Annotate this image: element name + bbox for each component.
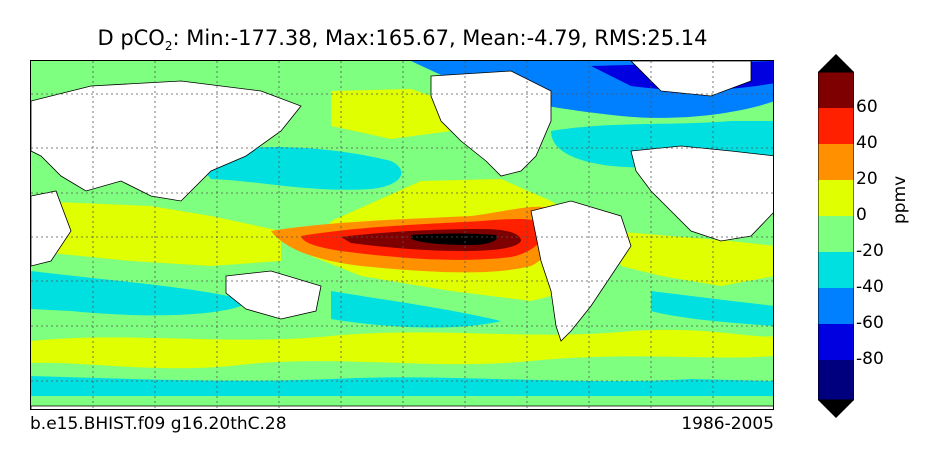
north-america-land: [430, 70, 552, 177]
colorbar-tick-20: 20: [856, 169, 878, 189]
colorbar-outline: [818, 71, 854, 401]
greenland-land: [630, 61, 752, 97]
colorbar-tick-40: 40: [856, 133, 878, 153]
colorbar-extend-high: [818, 54, 854, 72]
contour-band-southern-ocean: [31, 329, 773, 369]
eurasia-land: [31, 80, 302, 202]
colorbar-unit-label: ppmv: [890, 175, 910, 224]
contour-band-south-indian: [31, 271, 251, 316]
colorbar-tick-minus40: -40: [856, 277, 884, 297]
colorbar-tick-0: 0: [856, 205, 867, 225]
africa-east-land: [31, 190, 72, 267]
colorbar: [818, 54, 854, 418]
period-label: 1986-2005: [681, 414, 774, 434]
colorbar-swatch-1: [818, 72, 854, 108]
colorbar-swatch-5: [818, 216, 854, 252]
contour-band-equatorial-max: [411, 233, 498, 245]
contour-band-kuroshio: [191, 146, 402, 190]
colorbar-swatch-2: [818, 108, 854, 144]
world-map: [31, 61, 773, 409]
antarctica-land: [31, 405, 773, 409]
colorbar-tick-minus20: -20: [856, 241, 884, 261]
colorbar-swatch-8: [818, 324, 854, 360]
colorbar-swatch-7: [818, 288, 854, 324]
africa-europe-land: [630, 145, 773, 242]
colorbar-swatch-4: [818, 180, 854, 216]
map-title: D pCO2: Min:-177.38, Max:165.67, Mean:-4…: [97, 26, 708, 54]
run-name-label: b.e15.BHIST.f09 g16.20thC.28: [30, 414, 287, 434]
south-america-land: [530, 200, 632, 342]
colorbar-tick-minus60: -60: [856, 313, 884, 333]
colorbar-tick-60: 60: [856, 97, 878, 117]
contour-band-north-pacific: [331, 89, 461, 139]
graticule: [31, 61, 773, 409]
contour-band-south-atlantic: [651, 291, 773, 326]
contour-band-tropical-atlantic: [611, 231, 773, 286]
australia-land: [225, 270, 322, 320]
contour-band-south-pacific: [331, 291, 501, 328]
colorbar-extend-low: [818, 400, 854, 418]
colorbar-swatch-9: [818, 360, 854, 400]
colorbar-swatch-6: [818, 252, 854, 288]
colorbar-tick-minus80: -80: [856, 349, 884, 369]
colorbar-swatch-3: [818, 144, 854, 180]
map-panel: [30, 60, 774, 410]
contour-band-indian-ocean: [31, 201, 281, 266]
